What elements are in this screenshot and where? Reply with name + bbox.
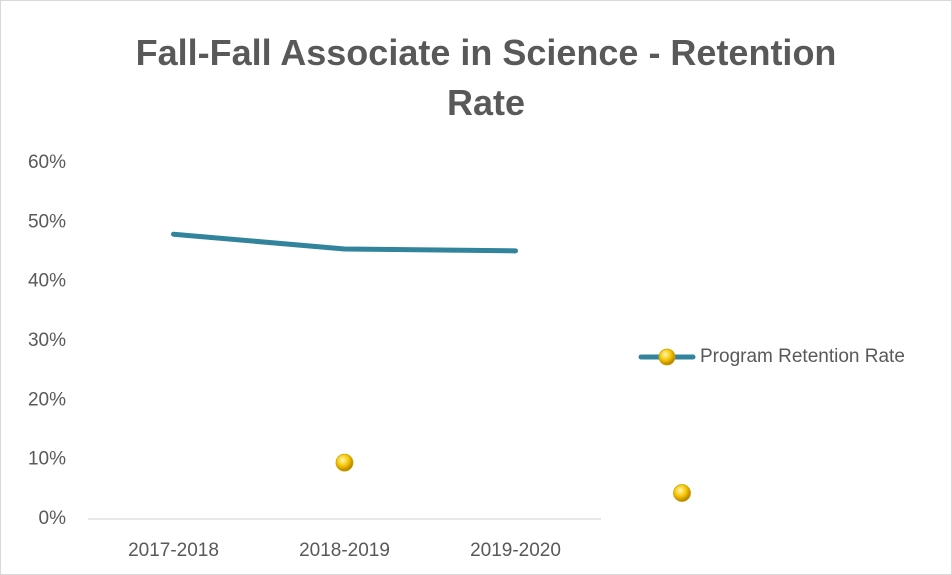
legend-marker [658, 348, 676, 366]
decoration-dot [673, 484, 691, 502]
y-tick-label: 20% [28, 389, 66, 410]
y-tick-label: 50% [28, 211, 66, 232]
marker [335, 453, 354, 472]
y-tick-label: 30% [28, 330, 66, 351]
y-tick-label: 60% [28, 152, 66, 173]
x-tick-label: 2018-2019 [299, 540, 390, 561]
y-tick-label: 0% [39, 508, 67, 529]
y-tick-label: 10% [28, 449, 66, 470]
x-tick-label: 2019-2020 [470, 540, 561, 561]
x-tick-label: 2017-2018 [128, 540, 219, 561]
legend-label: Program Retention Rate [700, 346, 905, 367]
y-tick-label: 40% [28, 271, 66, 292]
line [171, 231, 518, 254]
chart-title: Fall-Fall Associate in Science - Retenti… [135, 32, 837, 123]
